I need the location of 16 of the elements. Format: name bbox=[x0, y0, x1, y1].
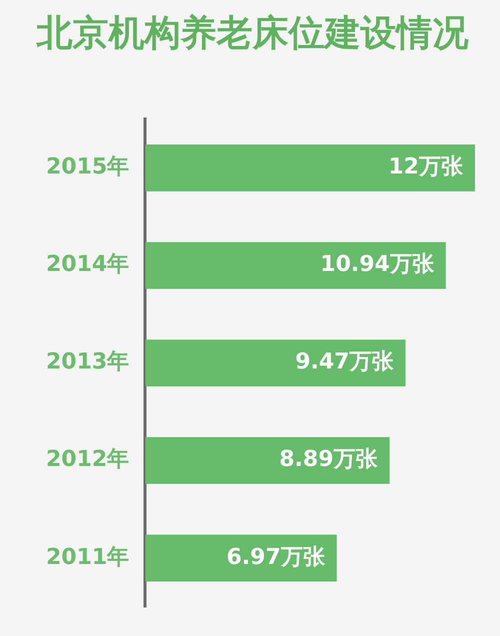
y-tick-label: 2012年 bbox=[46, 447, 130, 472]
bar bbox=[145, 242, 446, 289]
y-tick-label: 2014年 bbox=[46, 252, 130, 278]
y-tick-label: 2013年 bbox=[46, 350, 130, 375]
bar bbox=[145, 534, 337, 582]
y-tick-label: 2011年 bbox=[46, 544, 130, 570]
bar bbox=[145, 340, 406, 386]
bar bbox=[145, 144, 475, 192]
chart-title: 北京机构养老床位建设情况 bbox=[36, 12, 468, 54]
data-label: 10.94万张 bbox=[320, 252, 435, 278]
y-tick-label: 2015年 bbox=[46, 154, 130, 180]
data-label: 9.47万张 bbox=[295, 350, 394, 375]
data-label: 8.89万张 bbox=[279, 447, 379, 472]
bar bbox=[145, 437, 390, 484]
data-label: 12万张 bbox=[388, 154, 464, 180]
data-label: 6.97万张 bbox=[226, 544, 326, 570]
